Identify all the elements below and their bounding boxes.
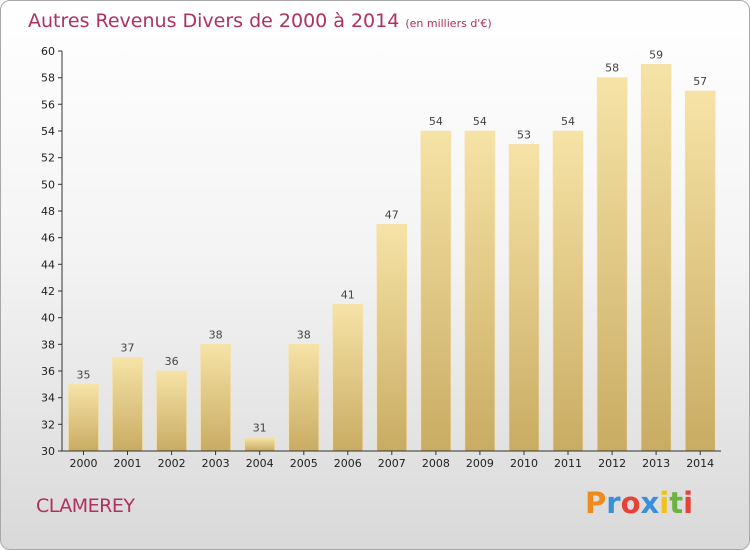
data-label-2001: 37 bbox=[121, 342, 135, 355]
x-tick-label-2012: 2012 bbox=[598, 457, 626, 470]
x-tick-label-2005: 2005 bbox=[290, 457, 318, 470]
y-tick-label-30: 30 bbox=[41, 445, 55, 458]
logo-letter: i bbox=[659, 486, 670, 520]
y-tick-label-44: 44 bbox=[41, 258, 55, 271]
logo-letter: o bbox=[620, 486, 641, 520]
x-tick-label-2008: 2008 bbox=[422, 457, 450, 470]
bar-2011 bbox=[552, 130, 584, 452]
bar-2013 bbox=[640, 63, 672, 452]
data-label-2012: 58 bbox=[605, 62, 619, 75]
bar-2003 bbox=[200, 343, 231, 452]
x-tick-label-2011: 2011 bbox=[554, 457, 582, 470]
y-tick-label-34: 34 bbox=[41, 392, 55, 405]
x-tick-label-2001: 2001 bbox=[114, 457, 142, 470]
bar-2009 bbox=[464, 130, 496, 452]
logo-letter: i bbox=[683, 486, 694, 520]
chart-title-text: Autres Revenus Divers de 2000 à 2014 bbox=[28, 10, 400, 32]
data-label-2010: 53 bbox=[517, 128, 531, 141]
data-label-2002: 36 bbox=[165, 355, 179, 368]
y-tick-label-32: 32 bbox=[41, 418, 55, 431]
y-tick-label-58: 58 bbox=[41, 72, 55, 85]
x-tick-label-2003: 2003 bbox=[202, 457, 230, 470]
data-label-2005: 38 bbox=[297, 328, 311, 341]
commune-name: CLAMEREY bbox=[36, 495, 135, 517]
bar-2001 bbox=[112, 357, 143, 452]
bar-2010 bbox=[508, 144, 540, 452]
x-tick-label-2009: 2009 bbox=[466, 457, 494, 470]
x-tick-label-2002: 2002 bbox=[158, 457, 186, 470]
y-tick-label-54: 54 bbox=[41, 125, 55, 138]
bar-2006 bbox=[332, 303, 364, 452]
data-label-2007: 47 bbox=[385, 208, 399, 221]
data-label-2000: 35 bbox=[77, 368, 91, 381]
bar-2014 bbox=[684, 90, 716, 452]
y-tick-label-60: 60 bbox=[41, 45, 55, 58]
bar-2004 bbox=[244, 437, 275, 452]
logo-letter: r bbox=[606, 486, 621, 520]
bar-2005 bbox=[288, 343, 320, 452]
x-tick-label-2006: 2006 bbox=[334, 457, 362, 470]
logo-letter: P bbox=[585, 486, 607, 520]
data-label-2004: 31 bbox=[253, 422, 267, 435]
bar-2002 bbox=[156, 370, 187, 452]
x-tick-label-2000: 2000 bbox=[70, 457, 98, 470]
bar-2012 bbox=[596, 77, 628, 452]
proxiti-logo[interactable]: Proxiti bbox=[585, 486, 693, 520]
x-tick-label-2014: 2014 bbox=[686, 457, 714, 470]
y-tick-label-36: 36 bbox=[41, 365, 55, 378]
data-label-2013: 59 bbox=[649, 48, 663, 61]
bar-2000 bbox=[68, 383, 99, 452]
y-tick-label-38: 38 bbox=[41, 338, 55, 351]
data-label-2006: 41 bbox=[341, 288, 355, 301]
logo-letter: t bbox=[669, 486, 684, 520]
data-label-2003: 38 bbox=[209, 328, 223, 341]
y-tick-label-40: 40 bbox=[41, 312, 55, 325]
x-tick-label-2010: 2010 bbox=[510, 457, 538, 470]
bar-2008 bbox=[420, 130, 452, 452]
bars-group: 35 37 36 38 31 38 41 47 54 54 53 54 58 59 57 bbox=[68, 48, 716, 452]
y-tick-label-42: 42 bbox=[41, 285, 55, 298]
y-tick-label-52: 52 bbox=[41, 152, 55, 165]
y-tick-label-56: 56 bbox=[41, 98, 55, 111]
x-tick-label-2013: 2013 bbox=[642, 457, 670, 470]
y-tick-label-50: 50 bbox=[41, 178, 55, 191]
logo-letter: x bbox=[640, 486, 660, 520]
chart-title: Autres Revenus Divers de 2000 à 2014 (en … bbox=[28, 10, 492, 32]
data-label-2008: 54 bbox=[429, 115, 443, 128]
y-tick-label-46: 46 bbox=[41, 232, 55, 245]
data-label-2014: 57 bbox=[693, 75, 707, 88]
x-tick-label-2007: 2007 bbox=[378, 457, 406, 470]
bar-2007 bbox=[376, 224, 408, 452]
data-label-2009: 54 bbox=[473, 115, 487, 128]
x-tick-label-2004: 2004 bbox=[246, 457, 274, 470]
data-label-2011: 54 bbox=[561, 115, 575, 128]
chart-subtitle: (en milliers d'€) bbox=[405, 17, 492, 30]
axes-group: 2000 2001 2002 2003 2004 2005 2006 2007 2008 2009… bbox=[41, 45, 721, 470]
y-tick-label-48: 48 bbox=[41, 205, 55, 218]
